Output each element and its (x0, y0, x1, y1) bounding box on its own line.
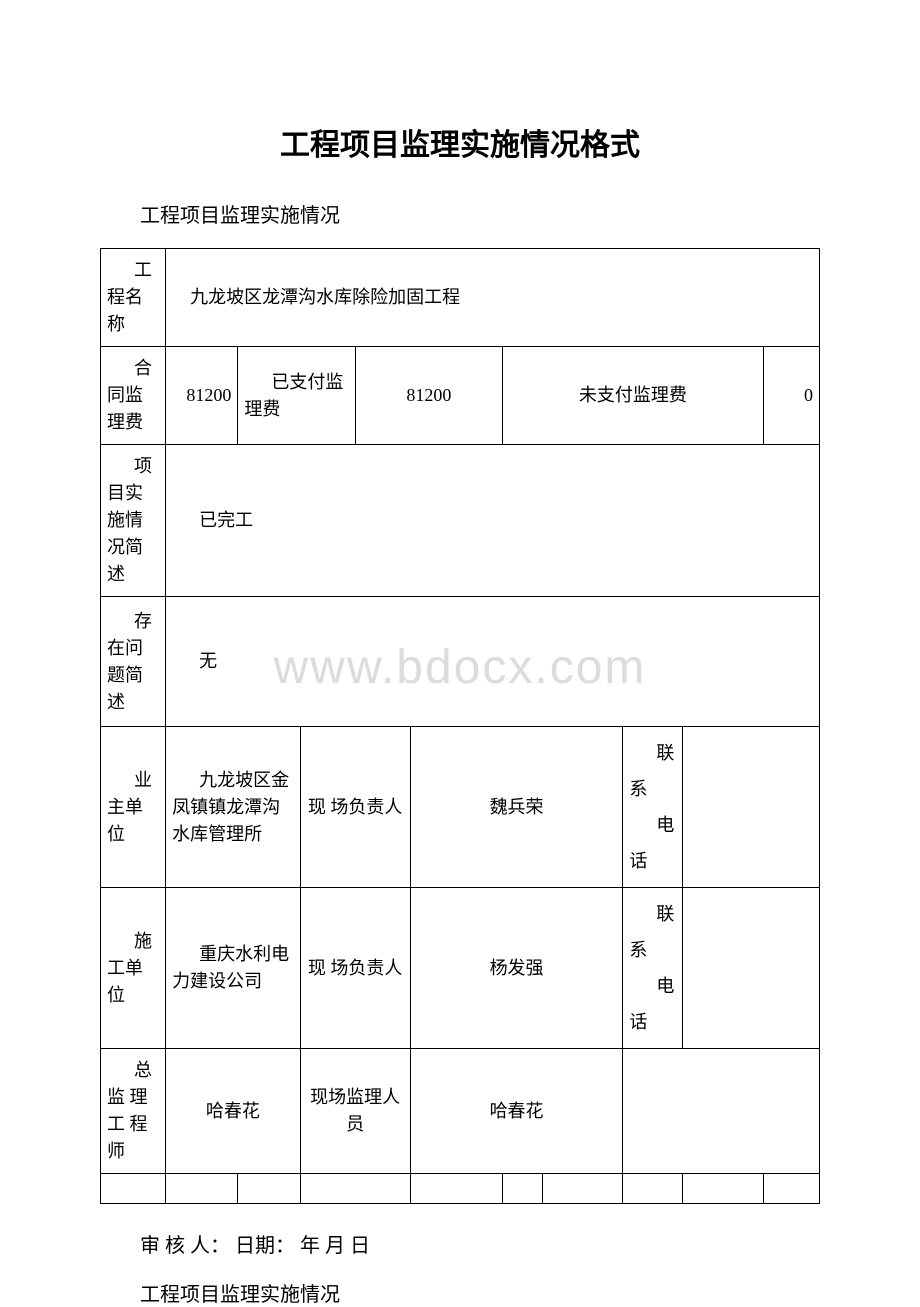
value-constr-unit: 重庆水利电力建设公司 (166, 888, 300, 1049)
label-constr-phone: 联系 电话 (623, 888, 683, 1049)
value-owner-phone (683, 727, 820, 888)
label-project-name: 工程名称 (101, 249, 166, 347)
empty-cell (623, 1174, 683, 1204)
empty-cell (683, 1174, 763, 1204)
label-unpaid-fee: 未支付监理费 (503, 347, 764, 445)
empty-cell (101, 1174, 166, 1204)
footer-line: 审 核 人： 日期： 年 月 日 (100, 1229, 820, 1258)
empty-cell (763, 1174, 819, 1204)
page-title: 工程项目监理实施情况格式 (100, 120, 820, 164)
value-chief-engineer: 哈春花 (166, 1049, 300, 1174)
subtitle-2: 工程项目监理实施情况 (100, 1278, 820, 1307)
empty-cell (543, 1174, 623, 1204)
subtitle: 工程项目监理实施情况 (100, 199, 820, 228)
label-issues: 存在问题简述 (101, 597, 166, 727)
value-supervisor-extra (623, 1049, 820, 1174)
label-chief-engineer: 总监 理工 程 师 (101, 1049, 166, 1174)
label-owner-unit: 业主单位 (101, 727, 166, 888)
empty-cell (300, 1174, 410, 1204)
label-contract-fee: 合同监理费 (101, 347, 166, 445)
label-paid-fee: 已支付监理费 (238, 347, 355, 445)
label-site-supervisor: 现场监理人员 (300, 1049, 410, 1174)
label-owner-contact: 现 场负责人 (300, 727, 410, 888)
value-site-supervisor: 哈春花 (410, 1049, 623, 1174)
empty-cell (238, 1174, 300, 1204)
value-paid-fee: 81200 (355, 347, 502, 445)
label-status: 项目实施情况简述 (101, 445, 166, 597)
empty-cell (410, 1174, 502, 1204)
label-constr-contact: 现 场负责人 (300, 888, 410, 1049)
main-table: 工程名称 九龙坡区龙潭沟水库除险加固工程 合同监理费 81200 已支付监理费 … (100, 248, 820, 1204)
empty-cell (166, 1174, 238, 1204)
value-contract-fee: 81200 (166, 347, 238, 445)
value-constr-contact: 杨发强 (410, 888, 623, 1049)
value-owner-contact: 魏兵荣 (410, 727, 623, 888)
value-project-name: 九龙坡区龙潭沟水库除险加固工程 (166, 249, 820, 347)
value-status: 已完工 (166, 445, 820, 597)
value-unpaid-fee: 0 (763, 347, 819, 445)
label-constr-unit: 施工单位 (101, 888, 166, 1049)
empty-cell (503, 1174, 543, 1204)
value-owner-unit: 九龙坡区金凤镇镇龙潭沟水库管理所 (166, 727, 300, 888)
value-constr-phone (683, 888, 820, 1049)
label-owner-phone: 联系 电话 (623, 727, 683, 888)
value-issues: 无 (166, 597, 820, 727)
